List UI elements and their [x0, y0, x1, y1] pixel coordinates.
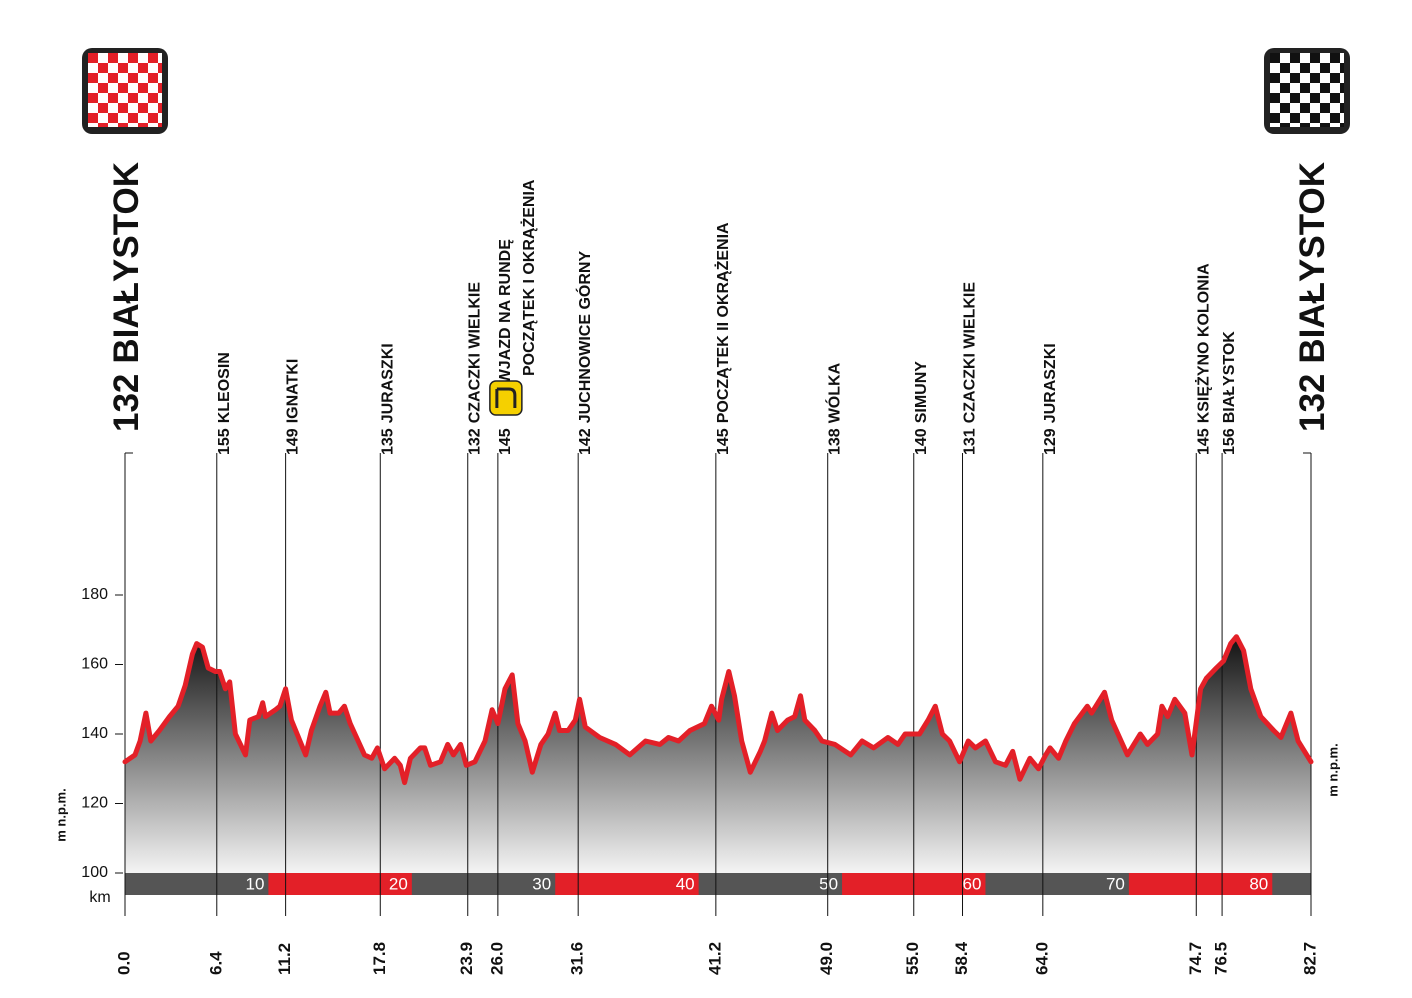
y-axis-label-right: m n.p.m. — [1325, 743, 1340, 796]
waypoint-label: 142 JUCHNOWICE GÓRNY — [575, 251, 594, 455]
waypoint-label: 145 KSIĘŻYNO KOLONIA — [1194, 263, 1212, 455]
km-label: 26.0 — [487, 942, 506, 975]
waypoint-label: 129 JURASZKI — [1042, 343, 1059, 455]
finish-flag — [1264, 48, 1350, 134]
km-mark-label: 20 — [389, 874, 408, 893]
km-label: 82.7 — [1300, 942, 1319, 975]
elevation: 138 — [827, 428, 844, 455]
place-name: BIAŁYSTOK — [1293, 162, 1332, 364]
y-axis-label: m n.p.m. — [53, 788, 68, 841]
waypoint-label: 140 SIMUNY — [913, 361, 930, 455]
place-title: 132 BIAŁYSTOK — [1293, 162, 1332, 432]
km-label: 49.0 — [817, 942, 836, 975]
y-tick-label: 120 — [81, 795, 108, 812]
place-name: BIAŁYSTOK — [107, 162, 146, 364]
elevation: 145 — [497, 428, 514, 455]
elevation: 135 — [379, 428, 396, 455]
waypoint-label: 145 POCZĄTEK II OKRĄŻENIA — [714, 222, 732, 455]
km-mark-label: 70 — [1106, 874, 1125, 893]
km-label: 41.2 — [705, 942, 724, 975]
elevation: 149 — [285, 428, 302, 455]
lap-icon-mark — [495, 387, 517, 408]
km-label: 0.0 — [114, 951, 133, 975]
elevation: 155 — [216, 428, 233, 455]
place-name: CZACZKI WIELKIE — [467, 282, 484, 424]
place-name: WÓLKA — [825, 362, 844, 423]
km-label: 76.5 — [1212, 942, 1231, 975]
waypoint-label: 131 CZACZKI WIELKIE — [962, 282, 979, 455]
km-mark-label: 50 — [819, 874, 838, 893]
place-name: WJAZD NA RUNDĘ — [497, 239, 514, 385]
elevation: 142 — [577, 428, 594, 455]
km-label: 31.6 — [568, 942, 587, 975]
place-name: JURASZKI — [1042, 343, 1059, 423]
lap-icon — [489, 380, 523, 416]
km-label: 17.8 — [370, 942, 389, 975]
elevation-line — [122, 634, 1314, 786]
elevation: 131 — [962, 428, 979, 455]
km-stripe — [555, 873, 699, 895]
x-axis-label: km — [89, 889, 110, 906]
y-tick-label: 140 — [81, 725, 108, 742]
waypoint-label: 149 IGNATKI — [285, 359, 302, 455]
place-name: JUCHNOWICE GÓRNY — [575, 251, 594, 424]
waypoint-label: 135 JURASZKI — [379, 343, 396, 455]
place-name: KLEOSIN — [216, 352, 233, 423]
km-mark-label: 80 — [1249, 874, 1268, 893]
km-mark-label: 30 — [532, 874, 551, 893]
y-tick-label: 180 — [81, 586, 108, 603]
km-bar — [125, 873, 1311, 895]
waypoint-label: 155 KLEOSIN — [216, 352, 233, 455]
start-flag — [82, 48, 168, 134]
place-name: POCZĄTEK II OKRĄŻENIA — [714, 222, 732, 423]
km-label: 6.4 — [206, 951, 225, 975]
elevation-area — [125, 636, 1311, 873]
elevation: 132 — [467, 428, 484, 455]
elevation: 140 — [913, 428, 930, 455]
km-mark-label: 10 — [245, 874, 264, 893]
km-mark-label: 40 — [676, 874, 695, 893]
place-name: JURASZKI — [379, 343, 396, 423]
waypoint-label: POCZĄTEK I OKRĄŻENIA — [520, 179, 538, 376]
y-tick-label: 100 — [81, 864, 108, 881]
elevation: 132 — [107, 374, 146, 432]
place-name: KSIĘŻYNO KOLONIA — [1194, 263, 1212, 423]
waypoint-label: 156 BIAŁYSTOK — [1221, 331, 1238, 455]
y-tick-label: 160 — [81, 656, 108, 673]
place-name: SIMUNY — [913, 361, 930, 424]
place-name: CZACZKI WIELKIE — [962, 282, 979, 424]
elevation: 156 — [1221, 428, 1238, 455]
waypoint-label: 145 WJAZD NA RUNDĘ — [497, 239, 514, 455]
km-stripe — [268, 873, 412, 895]
waypoint-label: 138 WÓLKA — [825, 362, 844, 455]
elevation: 145 — [1195, 428, 1212, 455]
km-label: 64.0 — [1032, 942, 1051, 975]
km-label: 11.2 — [275, 943, 294, 975]
km-label: 58.4 — [952, 941, 971, 975]
place-title: 132 BIAŁYSTOK — [107, 162, 146, 432]
waypoint-label: 132 CZACZKI WIELKIE — [467, 282, 484, 455]
place-name: IGNATKI — [285, 359, 302, 424]
km-label: 74.7 — [1186, 942, 1205, 975]
lap-icon-bg — [489, 380, 523, 416]
place-name: BIAŁYSTOK — [1221, 331, 1238, 424]
elevation: 129 — [1042, 428, 1059, 455]
elevation: 132 — [1293, 374, 1332, 432]
km-mark-label: 60 — [963, 874, 982, 893]
elevation: 145 — [715, 428, 732, 455]
km-stripe — [1128, 873, 1273, 895]
km-label: 55.0 — [903, 942, 922, 975]
km-label: 23.9 — [457, 942, 476, 975]
